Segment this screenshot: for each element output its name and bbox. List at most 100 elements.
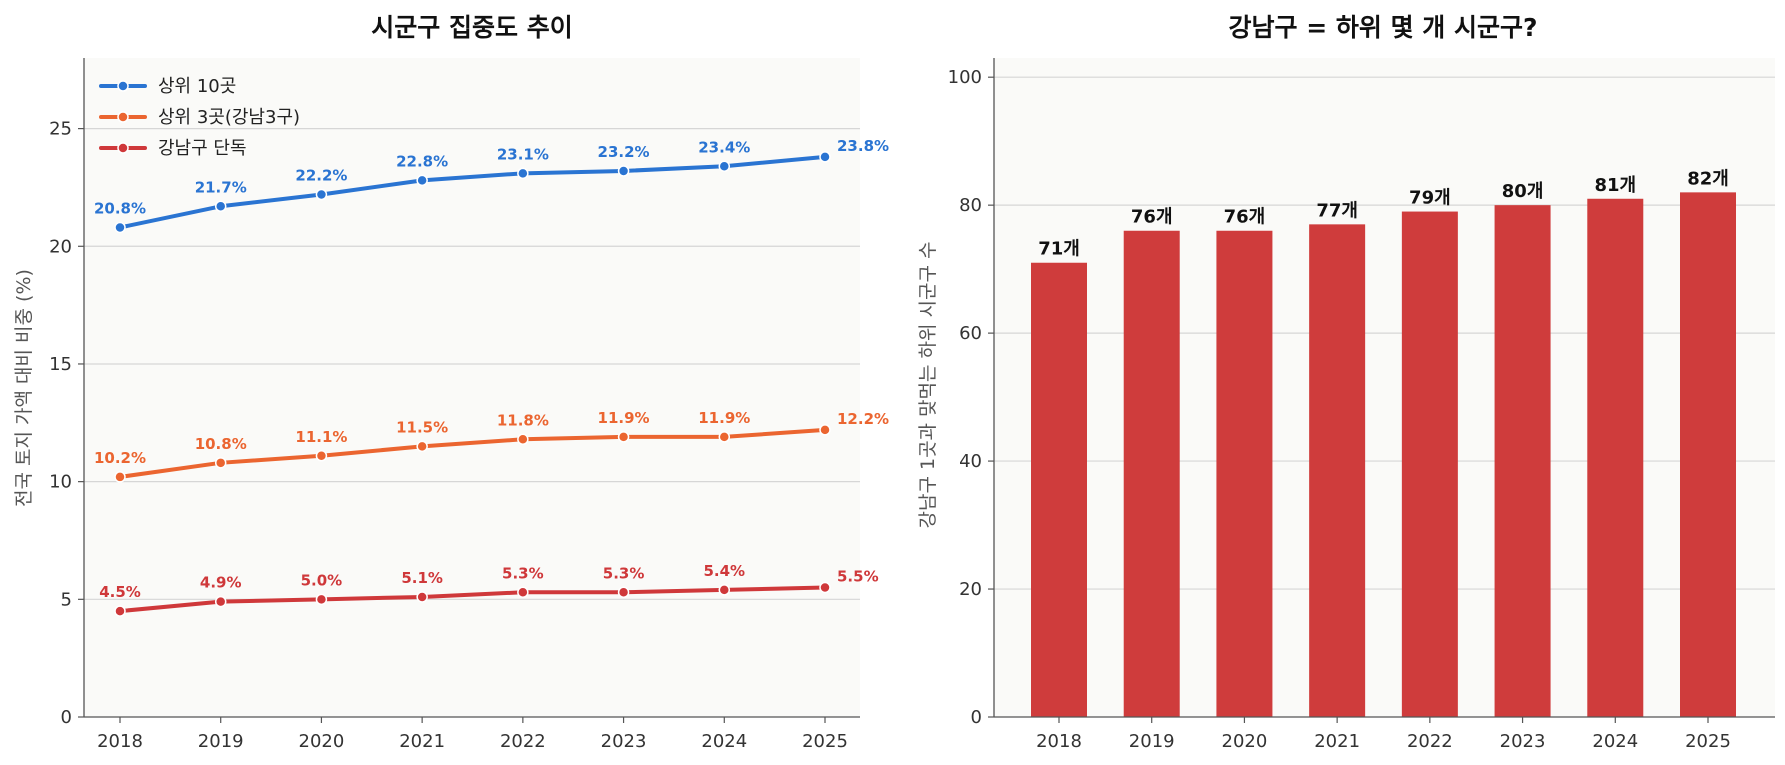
line-y-axis-label: 전국 토지 가액 대비 비중 (%) [13,269,35,507]
line-x-tick-label: 2022 [500,731,546,752]
bar [1680,192,1736,717]
line-data-label: 11.8% [497,411,549,429]
line-x-tick-label: 2021 [399,731,445,752]
bar-y-tick-label: 80 [959,195,982,216]
line-data-label: 4.5% [99,583,141,601]
line-data-label: 5.5% [837,568,879,586]
bar [1216,230,1273,718]
legend-marker [117,80,129,92]
bar-x-tick-label: 2019 [1129,731,1175,752]
bar-plot-area [994,58,1775,717]
bar-x-tick-label: 2022 [1407,731,1453,752]
line-point [819,424,831,436]
bar-data-label: 71개 [1038,239,1080,260]
bar-data-label: 80개 [1502,181,1544,202]
bar-x-tick-label: 2025 [1685,731,1731,752]
line-point [819,151,831,163]
bar [1309,224,1366,717]
bar-y-tick-label: 0 [971,707,982,728]
legend-label: 상위 10곳 [158,76,236,97]
legend-label: 상위 3곳(강남3구) [158,107,300,128]
bar-y-ticks: 0 20 40 60 80 100 [948,67,994,728]
line-point [114,605,126,617]
line-data-label: 5.1% [401,569,443,587]
bar [1494,205,1551,717]
line-point [114,471,126,483]
line-data-label: 23.1% [497,145,549,163]
line-point [517,586,529,599]
line-point [819,581,831,594]
line-point [617,431,630,443]
line-data-label: 23.4% [698,138,750,156]
bar [1587,198,1644,718]
line-x-tick-label: 2023 [601,731,647,752]
line-point [517,433,529,446]
bar [1031,262,1087,717]
line-data-label: 22.2% [295,167,347,185]
bar [1123,230,1180,718]
bar [1401,211,1458,717]
line-y-ticks: 0 5 10 15 20 25 [49,119,84,728]
line-plot-area [84,58,860,717]
line-point [718,431,731,443]
line-x-tick-label: 2025 [802,731,848,752]
legend-label: 강남구 단독 [158,138,247,159]
line-data-label: 22.8% [396,152,448,170]
line-series-3 [118,585,827,614]
line-y-tick-label: 15 [49,354,72,375]
line-data-label: 10.2% [94,449,146,467]
line-data-label: 11.9% [598,409,650,427]
line-chart-panel: 20.8% 21.7% 22.2% 22.8% 23.1% 23.2% 23.4% 23.8%… [13,13,889,752]
line-data-label: 11.1% [295,428,347,446]
line-data-label: 10.8% [195,435,247,453]
line-point [718,160,731,173]
line-data-label: 11.9% [698,409,750,427]
line-point [617,586,630,599]
line-point [114,221,126,234]
line-point [517,167,529,180]
line-y-tick-label: 10 [49,472,72,493]
bar-y-tick-label: 20 [959,579,982,600]
bar-y-tick-label: 60 [959,323,982,344]
line-y-tick-label: 0 [61,707,72,728]
line-point [315,188,328,201]
bar-y-tick-label: 40 [959,451,982,472]
bar-data-label: 77개 [1316,200,1358,221]
line-series-group [114,151,831,617]
bar-data-label: 82개 [1687,168,1729,189]
bar-series-group [1031,192,1736,718]
line-point [718,584,731,596]
line-x-tick-label: 2024 [701,731,747,752]
line-point [617,165,630,177]
line-data-label: 21.7% [195,178,247,196]
line-y-tick-label: 5 [61,589,72,610]
bar-chart-panel: 71개 76개 76개 77개 79개 80개 81개 82개 0 20 40 60 80 100 20… [917,13,1775,752]
line-data-label: 23.8% [837,137,889,155]
line-data-label: 12.2% [837,410,889,428]
line-point [416,174,428,187]
line-x-tick-label: 2019 [198,731,244,752]
line-x-tick-label: 2018 [97,731,143,752]
line-point [315,593,328,606]
bar-x-tick-label: 2024 [1592,731,1638,752]
line-series-1 [118,154,827,230]
line-data-label: 5.4% [703,562,745,580]
line-x-tick-label: 2020 [299,731,345,752]
bar-chart-title: 강남구 = 하위 몇 개 시군구? [1229,13,1538,42]
line-data-label: 11.5% [396,418,448,436]
line-y-tick-label: 25 [49,119,72,140]
line-x-ticks: 2018 2019 2020 2021 2022 2023 2024 2025 [97,717,848,752]
line-point [214,200,227,213]
bar-data-label: 79개 [1409,188,1451,209]
line-data-label: 5.0% [301,571,343,589]
legend-marker [117,142,129,154]
line-data-labels: 20.8% 21.7% 22.2% 22.8% 23.1% 23.2% 23.4% 23.8%… [94,137,889,601]
line-data-label: 4.9% [200,574,242,592]
legend-marker [117,111,129,123]
line-gridlines [84,128,860,600]
line-point [214,595,227,608]
bar-data-label: 76개 [1131,207,1173,228]
line-data-label: 23.2% [598,143,650,161]
